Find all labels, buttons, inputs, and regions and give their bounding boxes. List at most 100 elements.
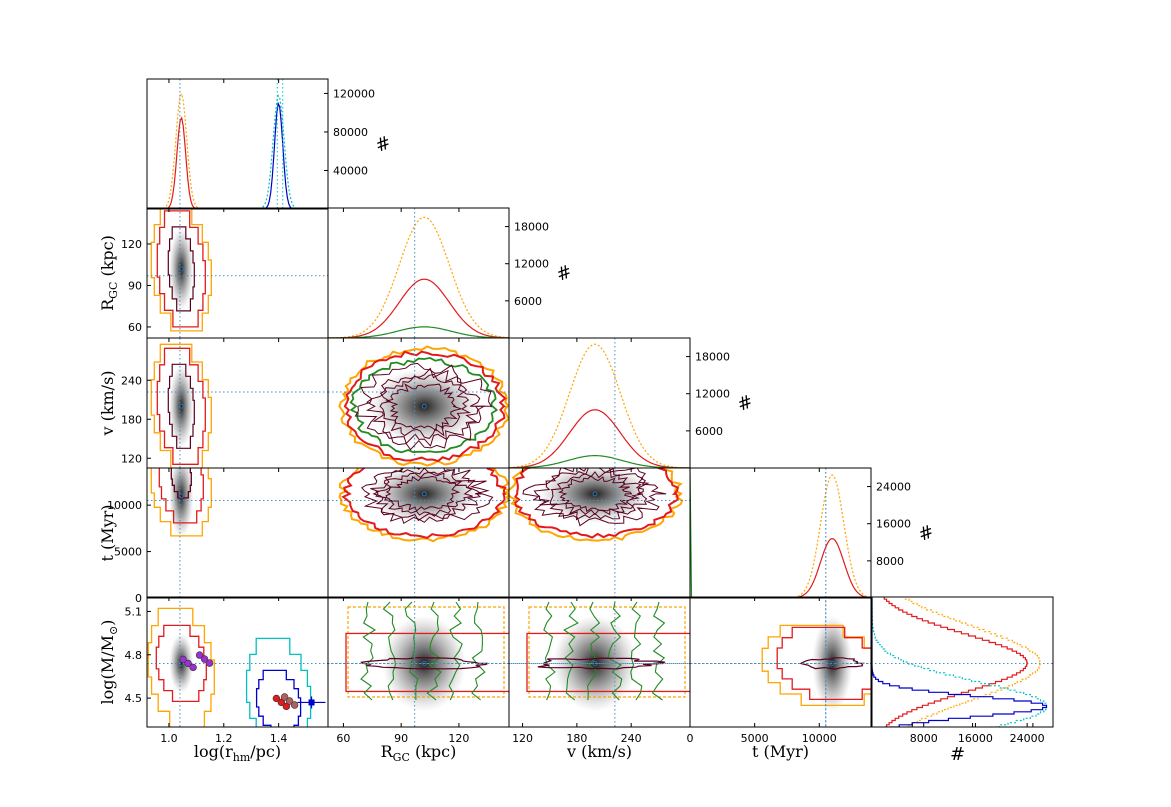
contour-outer bbox=[147, 607, 215, 727]
histogram-series-0 bbox=[328, 216, 509, 338]
contour-mid bbox=[158, 468, 204, 524]
contour-inner bbox=[549, 471, 644, 516]
contour-green bbox=[543, 601, 556, 701]
y-tick-label-right: 6000 bbox=[514, 295, 542, 308]
histogram-series-2 bbox=[872, 597, 1048, 727]
y-tick-label-right: 8000 bbox=[876, 555, 904, 568]
panel-rgc-v bbox=[328, 338, 509, 468]
x-tick-label: 5000 bbox=[741, 732, 769, 745]
observed-point bbox=[179, 655, 187, 664]
histogram-m bbox=[872, 597, 1048, 727]
x-tick-label: 16000 bbox=[958, 732, 993, 745]
histogram-series-2 bbox=[509, 455, 690, 468]
x-axis-label-v: v (km/s) bbox=[566, 742, 632, 761]
panel-v-m bbox=[509, 597, 690, 727]
y-tick-label: 5000 bbox=[114, 546, 142, 559]
y-tick-label-right: 12000 bbox=[695, 388, 730, 401]
contour-mid bbox=[341, 468, 507, 539]
x-tick-label: 180 bbox=[566, 732, 587, 745]
label-sub: hm bbox=[233, 751, 251, 764]
x-tick-label: 0 bbox=[687, 732, 694, 745]
contour-green bbox=[426, 601, 442, 701]
y-tick-label: 120 bbox=[121, 452, 142, 465]
contour-outer bbox=[347, 606, 505, 698]
label-end: (kpc) bbox=[98, 235, 117, 281]
x-tick-label: 120 bbox=[448, 732, 469, 745]
contour-outer bbox=[338, 468, 509, 543]
y-axis-label-count: # bbox=[553, 261, 574, 286]
label-main: t (Myr) bbox=[752, 742, 809, 761]
observed-point bbox=[184, 659, 192, 668]
histogram-series-3 bbox=[872, 597, 1048, 727]
histogram-v bbox=[509, 338, 690, 468]
panel-frame bbox=[327, 207, 510, 339]
y-tick-label-right: 18000 bbox=[695, 351, 730, 364]
panel-rhm-rgc bbox=[147, 208, 328, 338]
best-fit-marker bbox=[178, 403, 184, 409]
density-blob bbox=[169, 468, 194, 538]
histogram-series-0 bbox=[509, 343, 690, 468]
x-axis-label-rgc: RGC (kpc) bbox=[381, 742, 457, 764]
contour-green bbox=[404, 601, 419, 701]
histogram-series-1 bbox=[883, 597, 1028, 727]
x-tick-label: 90 bbox=[394, 732, 408, 745]
label-main: v (km/s) bbox=[98, 370, 117, 436]
best-fit-marker bbox=[178, 493, 184, 499]
panel-rgc-m bbox=[328, 597, 509, 727]
contour-inner bbox=[361, 468, 494, 525]
contour-inner bbox=[370, 468, 484, 522]
contour-outer bbox=[150, 208, 212, 332]
histogram-t bbox=[690, 468, 871, 598]
x-tick-label: 120 bbox=[512, 732, 533, 745]
histogram-rgc bbox=[328, 208, 509, 338]
contour-green bbox=[607, 601, 623, 701]
contour-inner bbox=[798, 657, 865, 670]
contour-mid bbox=[514, 468, 679, 539]
x-axis-label-count: # bbox=[950, 744, 965, 765]
y-tick-label: 4.8 bbox=[125, 649, 143, 662]
panel-rhm-t bbox=[147, 468, 328, 598]
label-sub: ⊙ bbox=[107, 626, 120, 635]
best-fit-marker bbox=[829, 660, 835, 666]
y-tick-label-right: 80000 bbox=[333, 126, 368, 139]
x-tick-label: 1.4 bbox=[270, 732, 288, 745]
label-sub: GC bbox=[393, 751, 410, 764]
density-blob bbox=[552, 615, 637, 712]
y-axis-label-count: # bbox=[915, 521, 936, 546]
contour-mid bbox=[155, 624, 207, 703]
contour-outer bbox=[761, 624, 871, 707]
y-tick-label-right: 16000 bbox=[876, 518, 911, 531]
histogram-series-2 bbox=[690, 468, 871, 598]
contour-green bbox=[630, 601, 643, 701]
contour-outer bbox=[338, 345, 509, 467]
y-tick-label-right: 24000 bbox=[876, 481, 911, 494]
contour-green bbox=[349, 356, 499, 454]
x-axis-label-rhm: log(rhm/pc) bbox=[194, 742, 281, 764]
contour-blue bbox=[255, 669, 302, 727]
contour-green bbox=[471, 601, 486, 701]
x-axis-label-t: t (Myr) bbox=[752, 742, 809, 761]
y-tick-label-right: 12000 bbox=[514, 258, 549, 271]
observed-point bbox=[285, 697, 294, 705]
histogram-series-2 bbox=[147, 94, 328, 209]
observed-point bbox=[277, 698, 286, 707]
contour-inner bbox=[354, 362, 493, 451]
contour-outer bbox=[150, 343, 212, 468]
y-axis-label-t: t (Myr) bbox=[98, 504, 117, 561]
histogram-series-2 bbox=[328, 326, 509, 338]
contour-mid bbox=[776, 626, 871, 701]
y-tick-label: 60 bbox=[128, 321, 142, 334]
density-blob bbox=[169, 226, 194, 311]
contour-inner bbox=[365, 367, 486, 447]
observed-point bbox=[189, 663, 197, 672]
contour-inner bbox=[170, 468, 192, 499]
panel-rhm-v bbox=[147, 338, 328, 468]
contour-mid bbox=[343, 350, 507, 463]
contour-green bbox=[382, 601, 396, 701]
y-tick-label-right: 6000 bbox=[695, 425, 723, 438]
x-tick-label: 10000 bbox=[802, 732, 837, 745]
x-tick-label: 8000 bbox=[910, 732, 938, 745]
panel-frame bbox=[871, 596, 1054, 728]
observed-point bbox=[280, 693, 289, 701]
label-main: v (km/s) bbox=[566, 742, 632, 761]
